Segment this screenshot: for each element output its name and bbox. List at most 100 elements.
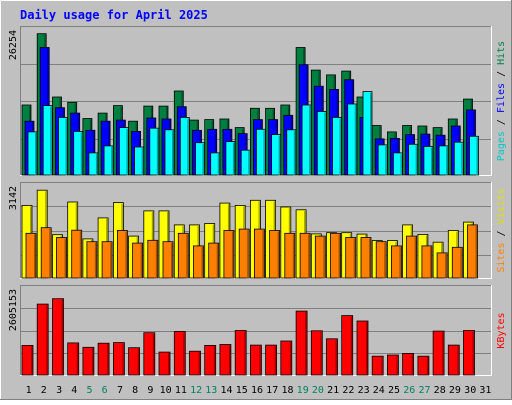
- bar-sites-shade-day-19: [308, 234, 310, 278]
- x-tick-day-3: 3: [56, 385, 62, 396]
- x-tick-day-19: 19: [297, 385, 309, 396]
- bar-kbytes-day-18: [280, 340, 293, 376]
- bar-kbytes-shade-day-20: [320, 331, 322, 375]
- x-tick-day-31: 31: [479, 385, 491, 396]
- bar-pages-day-2: [42, 105, 53, 176]
- x-tick-day-27: 27: [418, 385, 430, 396]
- bar-sites-day-15: [238, 228, 250, 279]
- bar-kbytes-shade-day-27: [426, 357, 429, 375]
- bar-kbytes-shade-day-4: [76, 343, 79, 375]
- bar-sites-day-9: [147, 239, 159, 279]
- bar-pages-shade-day-14: [232, 142, 235, 175]
- bar-pages-shade-day-12: [202, 143, 204, 175]
- bar-kbytes-day-14: [219, 344, 232, 376]
- bar-pages-day-3: [58, 117, 68, 176]
- x-tick-day-28: 28: [434, 385, 446, 396]
- bar-pages-shade-day-18: [293, 130, 296, 175]
- bar-sites-shade-day-23: [369, 238, 371, 278]
- bar-pages-day-18: [286, 129, 297, 176]
- bar-kbytes-shade-day-16: [259, 346, 261, 375]
- bar-pages-day-10: [164, 129, 175, 176]
- bar-sites-shade-day-14: [231, 231, 234, 278]
- x-axis-day-labels: 1 2 3 4 5 6 7 8 9 10 11 12 13 14 15 16 17 18 19 20 21 22 23 24 2…: [26, 385, 492, 396]
- bar-sites-day-19: [299, 232, 311, 279]
- bar-kbytes-shade-day-5: [91, 348, 94, 375]
- bar-sites-shade-day-5: [94, 242, 97, 278]
- bar-kbytes-day-1: [21, 344, 34, 376]
- x-tick-day-24: 24: [373, 385, 385, 396]
- bar-sites-shade-day-1: [34, 234, 36, 278]
- bar-kbytes-day-10: [158, 351, 171, 376]
- bar-sites-day-7: [117, 230, 128, 279]
- bar-kbytes-day-26: [402, 352, 415, 376]
- bar-kbytes-shade-day-22: [350, 316, 353, 375]
- bar-kbytes-shade-day-12: [198, 352, 200, 375]
- bar-kbytes-shade-day-6: [107, 344, 109, 375]
- bar-kbytes-shade-day-23: [366, 322, 368, 375]
- panel-visits: 3142 Sites / Visits: [8, 182, 507, 279]
- bar-pages-shade-day-9: [156, 129, 159, 175]
- bar-pages-day-13: [210, 152, 221, 176]
- bar-kbytes-day-25: [386, 354, 399, 376]
- x-tick-day-8: 8: [132, 385, 138, 396]
- x-tick-day-21: 21: [327, 385, 339, 396]
- bar-kbytes-shade-day-11: [183, 332, 185, 375]
- bar-sites-day-6: [101, 241, 113, 279]
- legend-files: Files: [496, 83, 507, 113]
- bar-pages-shade-day-21: [339, 118, 341, 175]
- bar-kbytes-day-16: [249, 344, 262, 376]
- legend-sites: Sites: [496, 243, 507, 273]
- bar-pages-shade-day-10: [172, 130, 174, 175]
- bar-sites-day-10: [162, 241, 174, 279]
- bar-sites-shade-day-28: [445, 253, 447, 278]
- legend-kbytes: KBytes: [496, 312, 507, 348]
- bar-kbytes-day-5: [82, 346, 95, 376]
- bar-kbytes-day-17: [265, 344, 278, 376]
- bar-pages-shade-day-1: [35, 132, 37, 175]
- bar-pages-day-6: [103, 145, 114, 176]
- bar-kbytes-day-6: [97, 342, 110, 376]
- x-tick-day-13: 13: [205, 385, 217, 396]
- bar-kbytes-day-11: [173, 331, 186, 376]
- bar-sites-day-28: [436, 252, 448, 279]
- bar-sites-day-8: [132, 242, 144, 279]
- bar-pages-shade-day-23: [370, 92, 372, 175]
- bar-pages-day-30: [469, 135, 479, 176]
- bar-pages-day-15: [240, 149, 251, 176]
- bar-sites-shade-day-10: [171, 242, 173, 278]
- bar-sites-shade-day-22: [353, 238, 356, 278]
- bar-sites-day-4: [71, 229, 83, 279]
- bar-pages-day-26: [408, 143, 419, 176]
- bar-sites-day-5: [86, 241, 98, 279]
- bar-pages-day-4: [73, 130, 84, 176]
- x-tick-day-1: 1: [26, 385, 32, 396]
- bar-pages-day-16: [255, 128, 266, 176]
- bar-pages-day-5: [88, 152, 99, 176]
- bar-pages-day-11: [179, 117, 190, 176]
- x-tick-day-10: 10: [160, 385, 172, 396]
- bar-kbytes-day-3: [52, 298, 64, 376]
- bar-kbytes-shade-day-14: [228, 345, 231, 375]
- bar-kbytes-shade-day-28: [442, 332, 444, 375]
- bar-sites-shade-day-20: [323, 237, 325, 278]
- bar-sites-day-30: [467, 224, 478, 279]
- bar-sites-day-29: [451, 246, 463, 279]
- bar-kbytes-day-2: [36, 303, 49, 376]
- bar-sites-shade-day-12: [201, 246, 203, 278]
- x-tick-day-29: 29: [449, 385, 461, 396]
- x-tick-day-14: 14: [220, 385, 232, 396]
- bar-pages-shade-day-24: [385, 145, 387, 175]
- chart-title: Daily usage for April 2025: [20, 8, 208, 22]
- bar-pages-shade-day-19: [309, 106, 311, 175]
- bar-kbytes-day-24: [371, 355, 384, 376]
- bar-sites-day-22: [345, 237, 357, 279]
- bar-sites-shade-day-29: [460, 248, 462, 278]
- x-tick-day-5: 5: [86, 385, 92, 396]
- bar-sites-day-1: [25, 232, 37, 279]
- bar-pages-day-25: [392, 152, 403, 176]
- x-tick-day-26: 26: [403, 385, 415, 396]
- bar-pages-day-21: [332, 117, 342, 176]
- legend-hits: Hits: [496, 41, 507, 65]
- panel-visits-legend: Sites / Visits: [496, 188, 507, 272]
- legend-separator: /: [496, 224, 507, 242]
